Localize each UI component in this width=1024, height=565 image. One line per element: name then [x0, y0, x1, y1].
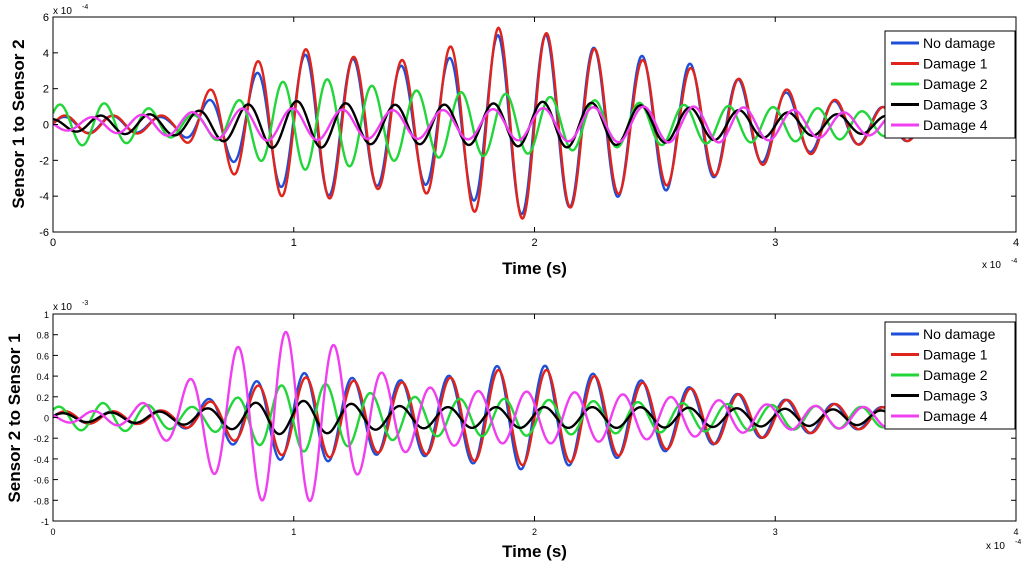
- x-axis-label: Time (s): [502, 542, 567, 561]
- x-axis-label: Time (s): [502, 259, 567, 278]
- series-line-damage-3: [53, 399, 998, 436]
- chart-panel-bottom: 0 1 2 3 4 -1 -0.8 -0.6 -0.4 -0.2 0 0.2 0.4 0.6 0.8 1 Tim…: [5, 300, 1021, 561]
- x-tick-label: 3: [773, 527, 778, 537]
- x-tick-label: 0: [50, 237, 56, 249]
- y-tick-label: 0.6: [36, 351, 49, 361]
- y-axis-label: Sensor 1 to Sensor 2: [9, 39, 28, 208]
- y-tick-label: 0.8: [36, 331, 49, 341]
- y-multiplier: x 10: [53, 6, 72, 17]
- x-tick-label: 2: [531, 237, 537, 249]
- y-tick-label: -6: [39, 227, 49, 239]
- y-tick-label: -0.8: [33, 496, 49, 506]
- x-tick-label: 0: [50, 527, 55, 537]
- y-tick-label: 4: [43, 48, 49, 60]
- x-tick-label: 4: [1013, 237, 1019, 249]
- x-tick-label: 2: [532, 527, 537, 537]
- legend-label: Damage 4: [923, 408, 988, 424]
- x-multiplier: x 10: [986, 541, 1005, 552]
- legend-label: Damage 3: [923, 97, 988, 113]
- y-axis-label: Sensor 2 to Sensor 1: [5, 333, 24, 502]
- y-multiplier-exponent: -4: [82, 4, 88, 11]
- legend-label: No damage: [923, 35, 996, 51]
- series-group: [53, 26, 998, 220]
- legend-label: Damage 1: [923, 56, 988, 72]
- y-multiplier-exponent: -3: [82, 300, 88, 307]
- legend-label: Damage 4: [923, 117, 988, 133]
- legend-label: Damage 2: [923, 367, 988, 383]
- x-tick-label: 1: [291, 527, 296, 537]
- x-tick-label: 3: [772, 237, 778, 249]
- y-tick-label: 0.2: [36, 393, 49, 403]
- legend-label: Damage 3: [923, 388, 988, 404]
- chart-panel-top: 0 1 2 3 4 -6 -4 -2 0 2 4 6 Time (s) Sensor 1 to Senso…: [9, 4, 1019, 278]
- y-tick-label: -2: [39, 155, 49, 167]
- series-line-damage-1: [53, 368, 998, 467]
- y-tick-label: -0.4: [33, 455, 49, 465]
- y-tick-label: 0.4: [36, 372, 49, 382]
- legend-label: No damage: [923, 326, 996, 342]
- x-tick-label: 1: [291, 237, 297, 249]
- legend-label: Damage 1: [923, 347, 988, 363]
- y-tick-label: 0: [43, 120, 49, 132]
- y-tick-label: 6: [43, 12, 49, 24]
- x-multiplier-exponent: -4: [1011, 258, 1017, 265]
- y-tick-label: 1: [44, 310, 49, 320]
- y-tick-label: -0.2: [33, 434, 49, 444]
- y-tick-label: 2: [43, 84, 49, 96]
- series-line-damage-4: [53, 105, 998, 144]
- x-tick-label: 4: [1013, 527, 1018, 537]
- y-tick-label: -0.6: [33, 476, 49, 486]
- series-line-damage-1: [53, 26, 998, 220]
- series-line-damage-4: [53, 330, 998, 503]
- y-tick-label: -1: [41, 517, 49, 527]
- x-multiplier: x 10: [982, 260, 1001, 271]
- series-group: [53, 330, 998, 503]
- y-tick-label: 0: [44, 414, 49, 424]
- legend-label: Damage 2: [923, 76, 988, 92]
- x-multiplier-exponent: -4: [1015, 539, 1021, 546]
- y-tick-label: -4: [39, 191, 49, 203]
- y-multiplier: x 10: [53, 302, 72, 313]
